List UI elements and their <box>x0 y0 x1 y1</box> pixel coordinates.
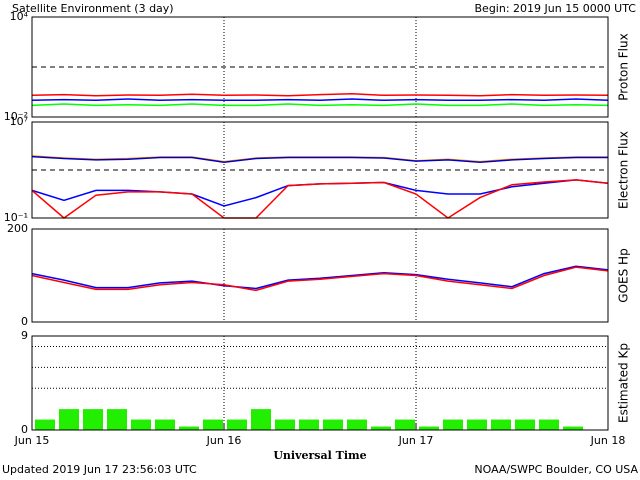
data-line <box>31 265 609 290</box>
bar <box>203 419 223 430</box>
y-axis-label: Proton Flux <box>617 33 631 100</box>
bar <box>443 419 463 430</box>
data-line <box>31 103 609 107</box>
chart-title: Satellite Environment (3 day) <box>12 2 174 15</box>
x-tick-label: Jun 18 <box>590 434 626 447</box>
begin-time: Begin: 2019 Jun 15 0000 UTC <box>475 2 637 15</box>
data-line <box>31 179 609 219</box>
y-tick-label: 10⁻² <box>4 110 28 123</box>
y-axis-label: Estimated Kp <box>617 343 631 423</box>
bar <box>515 419 535 430</box>
panel-frame <box>31 16 609 118</box>
y-tick-label: 9 <box>21 329 28 342</box>
x-tick-label: Jun 16 <box>206 434 242 447</box>
y-tick-label: 0 <box>21 423 28 436</box>
bar <box>395 419 415 430</box>
bar <box>131 419 151 430</box>
bar <box>275 419 295 430</box>
data-line <box>31 92 609 97</box>
y-tick-label: 10⁴ <box>10 10 29 23</box>
bar <box>371 426 391 430</box>
bar <box>35 419 55 430</box>
y-tick-label: 10⁷ <box>10 115 28 128</box>
bar <box>59 409 79 430</box>
bar <box>563 426 583 430</box>
panel-frame <box>31 335 609 431</box>
data-line <box>31 98 609 102</box>
y-tick-label: 200 <box>7 222 28 235</box>
y-tick-label: 10⁻¹ <box>4 211 28 224</box>
data-line <box>31 266 609 292</box>
x-tick-label: Jun 17 <box>398 434 434 447</box>
bar <box>179 426 199 430</box>
bar <box>251 409 271 430</box>
bar <box>539 419 559 430</box>
updated-time: Updated 2019 Jun 17 23:56:03 UTC <box>2 463 197 476</box>
x-axis-label: Universal Time <box>273 449 366 462</box>
bar <box>419 426 439 430</box>
bar <box>323 419 343 430</box>
bar <box>467 419 487 430</box>
x-tick-label: Jun 15 <box>14 434 50 447</box>
source: NOAA/SWPC Boulder, CO USA <box>474 463 638 476</box>
data-line <box>31 155 608 163</box>
panel-frame <box>31 228 609 323</box>
y-tick-label: 0 <box>21 315 28 328</box>
bar <box>83 409 103 430</box>
panel-frame <box>31 121 609 219</box>
bar <box>491 419 511 430</box>
y-axis-label: GOES Hp <box>617 248 631 302</box>
bar <box>227 419 247 430</box>
bar <box>347 419 367 430</box>
bar <box>107 409 127 430</box>
bar <box>299 419 319 430</box>
bar <box>155 419 175 430</box>
y-axis-label: Electron Flux <box>617 131 631 209</box>
